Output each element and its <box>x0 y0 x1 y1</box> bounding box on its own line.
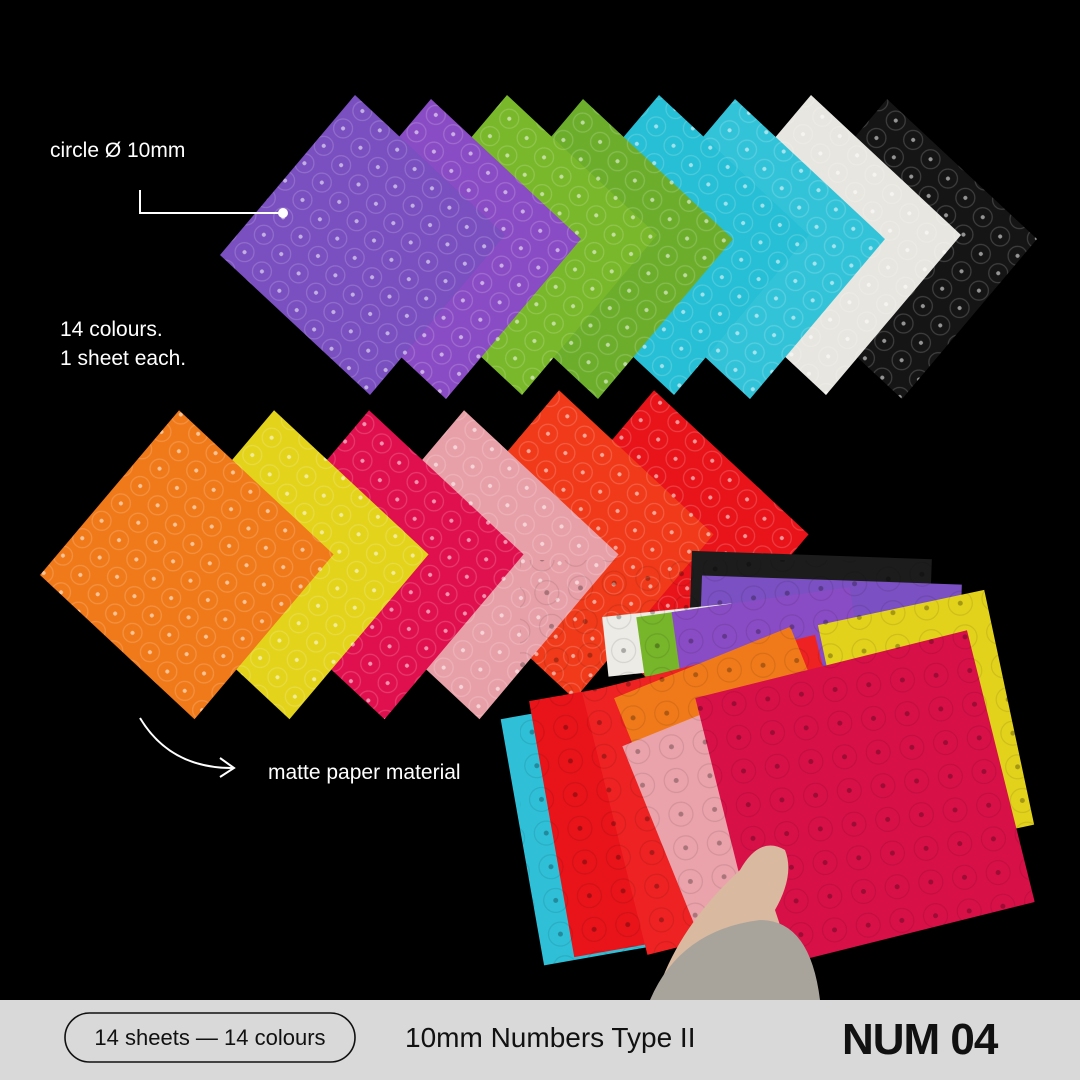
arrow <box>139 717 233 769</box>
arrow-head <box>219 757 236 778</box>
leader-line <box>139 190 283 214</box>
bottom-sheet-row <box>40 390 809 720</box>
sticker-dots <box>520 560 1050 980</box>
sticker-dots <box>220 95 505 395</box>
sticker-dots <box>40 410 334 720</box>
annotation: 14 colours. <box>60 318 163 341</box>
annotation: circle Ø 10mm <box>50 139 185 162</box>
badge-text: 14 sheets — 14 colours <box>94 1025 325 1050</box>
annotation: matte paper material <box>268 761 461 784</box>
top-sheet-row <box>220 95 1037 399</box>
leader-dot <box>278 208 288 218</box>
badge <box>64 1012 356 1063</box>
annotation: 1 sheet each. <box>60 347 186 370</box>
sleeve <box>650 920 820 1000</box>
product-name: 10mm Numbers Type II <box>405 1022 695 1053</box>
product-code: NUM 04 <box>842 1015 999 1064</box>
held-stack <box>500 550 1050 1000</box>
